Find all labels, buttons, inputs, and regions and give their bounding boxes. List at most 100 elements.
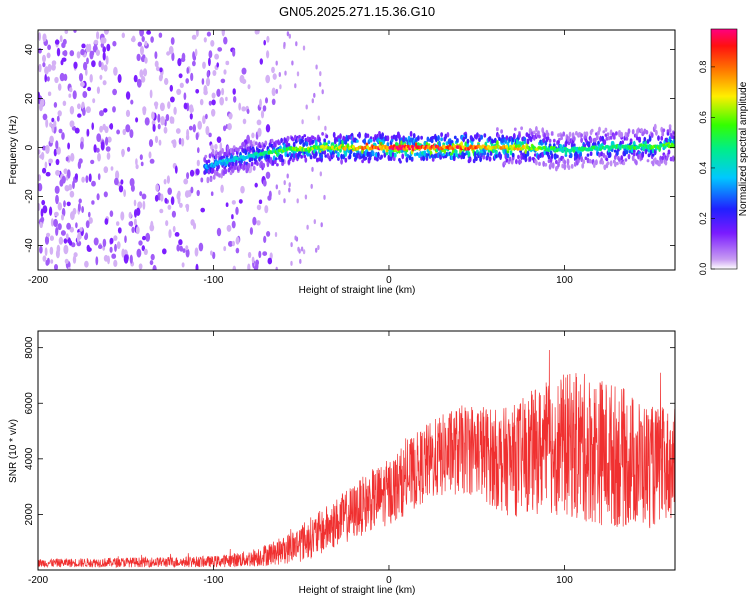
heatmap-cell <box>637 127 640 133</box>
x-tick-label: -200 <box>28 275 48 286</box>
heatmap-cell <box>637 153 640 160</box>
heatmap-cell <box>51 117 55 123</box>
heatmap-cell <box>129 254 133 264</box>
heatmap-cell <box>557 133 560 138</box>
heatmap-cell <box>672 131 675 135</box>
heatmap-cell <box>183 178 189 185</box>
heatmap-cell <box>550 132 554 136</box>
heatmap-cell <box>538 134 541 139</box>
heatmap-cell <box>582 159 586 165</box>
heatmap-cell <box>625 136 629 141</box>
heatmap-cell <box>325 134 329 139</box>
heatmap-cell <box>271 87 276 97</box>
heatmap-cell <box>417 135 420 141</box>
heatmap-cell <box>311 139 315 144</box>
heatmap-cell <box>572 136 576 142</box>
heatmap-cell <box>503 160 507 166</box>
heatmap-cell <box>144 57 148 64</box>
heatmap-cell <box>171 210 176 218</box>
heatmap-cell <box>528 156 532 162</box>
heatmap-cell <box>523 137 527 142</box>
heatmap-cell <box>81 43 86 49</box>
heatmap-cell <box>275 184 278 190</box>
heatmap-cell <box>256 119 262 126</box>
heatmap-cell <box>208 50 213 59</box>
heatmap-cell <box>496 140 499 147</box>
heatmap-cell <box>59 72 65 82</box>
heatmap-cell <box>517 140 520 145</box>
heatmap-cell <box>228 240 233 247</box>
heatmap-cell <box>149 158 155 164</box>
heatmap-cell <box>603 164 607 170</box>
heatmap-cell <box>655 129 658 136</box>
heatmap-cell <box>164 77 169 86</box>
colorbar-tick-label: 0.0 <box>698 263 708 276</box>
heatmap-cell <box>315 247 318 253</box>
heatmap-cell <box>556 154 559 159</box>
heatmap-cell <box>584 156 588 160</box>
heatmap-cell <box>85 106 91 114</box>
heatmap-cell <box>560 134 563 138</box>
heatmap-cell <box>629 138 633 143</box>
heatmap-cell <box>180 57 186 63</box>
heatmap-cell <box>298 151 301 155</box>
heatmap-cell <box>416 152 419 156</box>
heatmap-cell <box>219 142 223 151</box>
heatmap-cell <box>613 149 617 153</box>
heatmap-cell <box>56 115 60 122</box>
heatmap-cell <box>253 265 258 270</box>
heatmap-cell <box>627 153 631 160</box>
heatmap-cell <box>170 37 175 45</box>
heatmap-cell <box>285 141 289 145</box>
heatmap-cell <box>212 174 216 180</box>
heatmap-cell <box>592 162 596 168</box>
heatmap-cell <box>186 129 190 138</box>
heatmap-cell <box>453 135 457 140</box>
heatmap-cell <box>131 226 135 233</box>
heatmap-cell <box>186 172 190 180</box>
heatmap-cell <box>619 161 622 165</box>
heatmap-cell <box>668 124 672 129</box>
heatmap-cell <box>155 184 160 192</box>
heatmap-cell <box>72 180 75 189</box>
heatmap-cell <box>196 159 200 167</box>
heatmap-cell <box>593 137 597 144</box>
heatmap-cell <box>136 53 141 62</box>
heatmap-cell <box>547 154 551 160</box>
heatmap-cell <box>266 160 270 168</box>
heatmap-cell <box>170 96 175 103</box>
heatmap-cell <box>203 85 208 94</box>
heatmap-cell <box>69 87 73 93</box>
heatmap-cell <box>55 227 59 236</box>
heatmap-cell <box>62 38 67 45</box>
heatmap-cell <box>109 237 114 244</box>
heatmap-cell <box>44 161 48 169</box>
heatmap-cell <box>57 83 62 91</box>
heatmap-cell <box>258 156 261 162</box>
heatmap-cell <box>398 134 401 140</box>
y-tick-label: -20 <box>24 189 35 204</box>
heatmap-cell <box>252 140 256 147</box>
heatmap-cell <box>603 139 607 146</box>
heatmap-cell <box>61 175 66 184</box>
heatmap-cell <box>604 127 608 132</box>
heatmap-cell <box>69 190 75 198</box>
heatmap-cell <box>496 127 499 132</box>
heatmap-cell <box>238 102 242 111</box>
heatmap-cell <box>155 66 161 72</box>
heatmap-cell <box>344 157 348 163</box>
heatmap-cell <box>174 165 178 174</box>
heatmap-cell <box>61 132 65 140</box>
heatmap-cell <box>54 39 60 45</box>
heatmap-cell <box>103 166 109 174</box>
heatmap-cell <box>414 137 418 144</box>
heatmap-cell <box>122 128 127 136</box>
heatmap-cell <box>88 211 91 218</box>
heatmap-cell <box>171 52 175 62</box>
heatmap-cell <box>319 71 322 77</box>
y-tick-label: 6000 <box>24 392 35 415</box>
heatmap-cell <box>109 123 114 130</box>
heatmap-cell <box>91 60 96 68</box>
snr-series-line <box>38 349 675 569</box>
heatmap-cell <box>286 153 290 158</box>
